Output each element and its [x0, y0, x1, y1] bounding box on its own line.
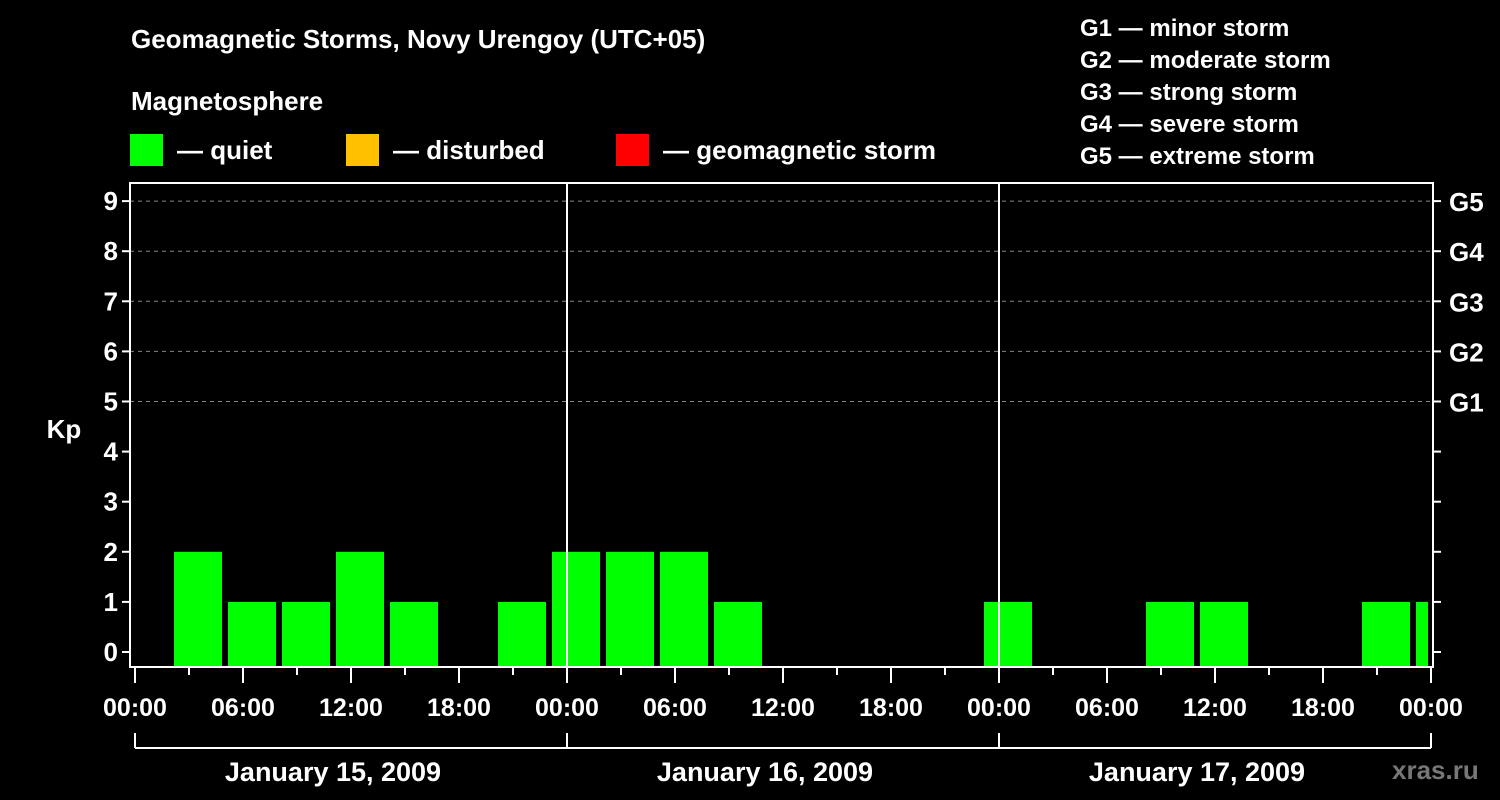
x-tick-label: 18:00: [427, 694, 491, 722]
chart-title: Geomagnetic Storms, Novy Urengoy (UTC+05…: [131, 24, 706, 54]
x-tick-label: 06:00: [643, 694, 707, 722]
g-axis-label: G3: [1449, 287, 1484, 317]
y-tick-label: 8: [104, 236, 118, 266]
kp-bar: [1200, 601, 1248, 666]
kp-bar: [552, 551, 600, 666]
g-axis-label: G1: [1449, 388, 1484, 418]
g-scale-g3: G3 — strong storm: [1080, 79, 1298, 106]
kp-bar: [174, 551, 222, 666]
g-axis-label: G2: [1449, 337, 1484, 367]
legend-storm-label: — geomagnetic storm: [663, 134, 937, 165]
g-axis-label: G4: [1449, 237, 1484, 267]
g-axis-label: G5: [1449, 187, 1484, 217]
y-tick-label: 7: [104, 286, 118, 316]
y-tick-label: 6: [104, 336, 118, 366]
day-label: January 17, 2009: [1089, 757, 1305, 787]
axes: 0 1 2 3 4 5 6 7 8 9 Kp G1 G2 G3 G4 G5 00:00 06:00 12:00 18:…: [47, 182, 1484, 787]
legend-disturbed: — disturbed: [346, 134, 545, 166]
watermark: xras.ru: [1392, 755, 1479, 785]
day-label: January 16, 2009: [657, 757, 873, 787]
y-tick-label: 3: [104, 487, 118, 517]
kp-bar: [282, 601, 330, 666]
y-tick-label: 5: [104, 387, 118, 417]
disturbed-swatch-icon: [346, 134, 379, 166]
x-tick-label: 06:00: [211, 694, 275, 722]
y-tick-label: 0: [104, 637, 118, 667]
quiet-swatch-icon: [130, 134, 163, 166]
kp-bar: [984, 601, 1032, 666]
x-tick-label: 06:00: [1075, 694, 1139, 722]
plot-frame: [129, 182, 1434, 668]
g-scale-g5: G5 — extreme storm: [1080, 143, 1315, 170]
grid-lines: [130, 200, 1433, 402]
x-tick-label: 00:00: [967, 694, 1031, 722]
magnetosphere-label: Magnetosphere: [131, 86, 324, 116]
x-tick-label: 00:00: [535, 694, 599, 722]
day-label: January 15, 2009: [225, 757, 441, 787]
kp-bar: [660, 551, 708, 666]
kp-bars: [174, 551, 1428, 666]
y-tick-label: 2: [104, 537, 118, 567]
g-scale-g2: G2 — moderate storm: [1080, 47, 1331, 74]
g-scale-g4: G4 — severe storm: [1080, 111, 1299, 138]
legend-storm: — geomagnetic storm: [616, 134, 936, 166]
y-tick-label: 9: [104, 186, 118, 216]
kp-bar: [228, 601, 276, 666]
kp-bar: [1362, 601, 1410, 666]
kp-bar: [1416, 601, 1428, 666]
x-tick-label: 12:00: [1183, 694, 1247, 722]
x-tick-label: 12:00: [751, 694, 815, 722]
kp-bar: [606, 551, 654, 666]
y-axis-label: Kp: [47, 414, 82, 444]
kp-bar: [498, 601, 546, 666]
y-tick-label: 4: [104, 437, 119, 467]
kp-bar: [336, 551, 384, 666]
y-tick-label: 1: [104, 587, 118, 617]
x-tick-label: 00:00: [1399, 694, 1463, 722]
kp-bar: [714, 601, 762, 666]
g-scale-g1: G1 — minor storm: [1080, 15, 1290, 42]
x-tick-label: 18:00: [859, 694, 923, 722]
kp-bar: [1146, 601, 1194, 666]
kp-bar: [390, 601, 438, 666]
legend-disturbed-label: — disturbed: [393, 134, 545, 165]
legend-quiet-label: — quiet: [177, 134, 273, 165]
storm-swatch-icon: [616, 134, 649, 166]
legend-quiet: — quiet: [130, 134, 272, 166]
x-tick-label: 18:00: [1291, 694, 1355, 722]
x-tick-label: 00:00: [103, 694, 167, 722]
x-tick-label: 12:00: [319, 694, 383, 722]
